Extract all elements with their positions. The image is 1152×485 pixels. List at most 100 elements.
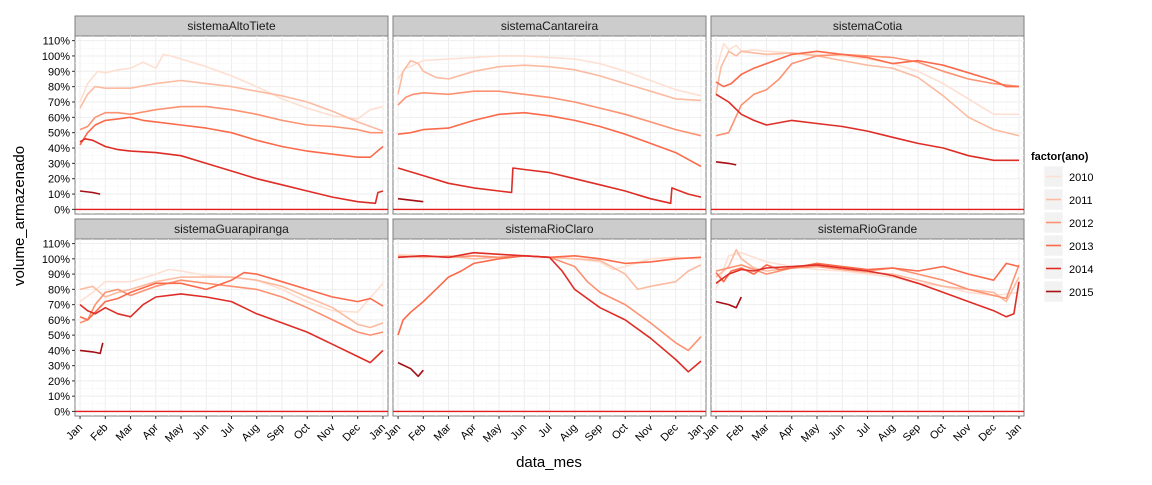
- y-tick-label: 50%: [48, 330, 70, 342]
- y-tick-label: 80%: [48, 82, 70, 94]
- y-tick-label: 20%: [48, 174, 70, 186]
- legend-label-2013: 2013: [1069, 241, 1093, 253]
- x-tick-label: Jul: [854, 422, 872, 440]
- panel-title: sistemaCotia: [833, 19, 903, 33]
- x-tick-label: May: [163, 421, 187, 445]
- x-tick-label: Jan: [64, 422, 85, 443]
- series-line-2012: [397, 90, 702, 137]
- series-line-2012: [715, 53, 1020, 137]
- x-tick-label: Jan: [700, 422, 721, 443]
- series-line-2015: [79, 190, 101, 195]
- series-line-2015: [715, 161, 737, 166]
- y-tick-label: 90%: [48, 269, 70, 281]
- y-tick-label: 40%: [48, 143, 70, 155]
- x-tick-label: Feb: [89, 422, 111, 444]
- y-axis-title: volume_armazenado: [11, 146, 28, 286]
- legend-label-2012: 2012: [1069, 218, 1093, 230]
- x-tick-label: Apr: [776, 421, 797, 442]
- series-line-2010: [715, 42, 1019, 116]
- series-line-2011: [397, 59, 702, 102]
- x-tick-label: Mar: [114, 421, 136, 443]
- series-line-2013: [397, 111, 702, 168]
- series-line-2014: [715, 93, 1019, 162]
- y-tick-label: 70%: [48, 300, 70, 312]
- series-line-2012: [79, 105, 383, 134]
- panel-sistemacotia: sistemaCotia: [710, 15, 1025, 215]
- x-tick-label: Jun: [826, 422, 847, 443]
- x-tick-label: Aug: [876, 422, 898, 444]
- legend-label-2011: 2011: [1069, 195, 1093, 207]
- series-line-2010: [79, 268, 384, 314]
- series-line-2013: [397, 255, 702, 336]
- x-tick-label: Dec: [977, 421, 1000, 444]
- panel-sistemaaltotiete: sistemaAltoTiete 0% 10% 20% 30% 40% 50% 60% 70% 8…: [42, 15, 389, 216]
- series-line-2010: [715, 251, 1020, 297]
- legend-label-2010: 2010: [1069, 172, 1093, 184]
- y-tick-label: 110%: [43, 239, 71, 251]
- y-tick-label: 30%: [48, 361, 70, 373]
- y-tick-label: 30%: [48, 158, 70, 170]
- x-tick-label: Mar: [750, 421, 772, 443]
- x-tick-label: Feb: [725, 422, 747, 444]
- x-tick-label: Oct: [928, 422, 949, 443]
- series-line-2013: [79, 271, 384, 321]
- x-tick-label: Dec: [341, 421, 364, 444]
- x-tick-label: Sep: [583, 422, 605, 444]
- legend-label-2015: 2015: [1069, 287, 1093, 299]
- series-line-2015: [79, 342, 104, 355]
- y-tick-label: 10%: [48, 391, 70, 403]
- y-tick-label: 60%: [48, 112, 70, 124]
- x-tick-label: Jun: [508, 422, 529, 443]
- x-tick-label: Jan: [382, 422, 403, 443]
- panel-title: sistemaRioClaro: [505, 222, 593, 236]
- panel-title: sistemaAltoTiete: [187, 19, 276, 33]
- x-tick-label: Oct: [292, 422, 313, 443]
- x-tick-label: Apr: [458, 421, 479, 442]
- series-line-2013: [715, 50, 1019, 88]
- y-tick-label: 100%: [42, 254, 70, 266]
- x-tick-label: Nov: [951, 421, 974, 444]
- x-tick-label: Mar: [432, 421, 454, 443]
- panel-sistemacantareira: sistemaCantareira: [392, 15, 707, 215]
- x-tick-label: Nov: [315, 421, 338, 444]
- series-line-2011: [79, 79, 384, 132]
- x-tick-label: Feb: [407, 422, 429, 444]
- x-tick-label: Nov: [633, 421, 656, 444]
- series-line-2015: [397, 361, 424, 378]
- y-tick-label: 110%: [43, 36, 71, 48]
- panel-title: sistemaGuarapiranga: [174, 222, 289, 236]
- panel-title: sistemaRioGrande: [818, 222, 918, 236]
- series-line-2012: [397, 255, 702, 352]
- panel-sistemarioclaro: sistemaRioClaro Jan Feb Mar Apr May Jun Jul Aug S…: [382, 218, 707, 445]
- panel-title: sistemaCantareira: [501, 19, 599, 33]
- series-line-2015: [397, 197, 424, 203]
- x-tick-label: Sep: [265, 422, 287, 444]
- series-line-2011: [79, 276, 384, 329]
- x-axis-title: data_mes: [516, 454, 582, 471]
- x-tick-label: Sep: [901, 422, 923, 444]
- series-line-2013: [715, 262, 1020, 283]
- y-tick-label: 100%: [42, 51, 70, 63]
- series-line-2010: [79, 53, 384, 120]
- y-tick-label: 50%: [48, 128, 70, 140]
- y-tick-label: 40%: [48, 345, 70, 357]
- legend-title: factor(ano): [1031, 151, 1089, 163]
- x-tick-label: Jul: [218, 422, 236, 440]
- series-line-2014: [397, 167, 702, 205]
- panel-sistemaguarapiranga: sistemaGuarapiranga 0% 10% 20% 30% 40% 50% 60% 7…: [42, 218, 389, 445]
- series-line-2014: [79, 138, 384, 205]
- legend-label-2014: 2014: [1069, 264, 1093, 276]
- x-tick-label: Apr: [140, 421, 161, 442]
- x-tick-label: Oct: [610, 422, 631, 443]
- series-line-2014: [79, 293, 384, 364]
- y-tick-label: 10%: [48, 189, 70, 201]
- series-line-2014: [397, 251, 702, 373]
- series-line-2013: [79, 116, 384, 158]
- x-tick-label: Jan: [1003, 422, 1024, 443]
- x-tick-label: May: [799, 421, 823, 445]
- y-tick-label: 80%: [48, 284, 70, 296]
- y-tick-label: 0%: [54, 406, 70, 418]
